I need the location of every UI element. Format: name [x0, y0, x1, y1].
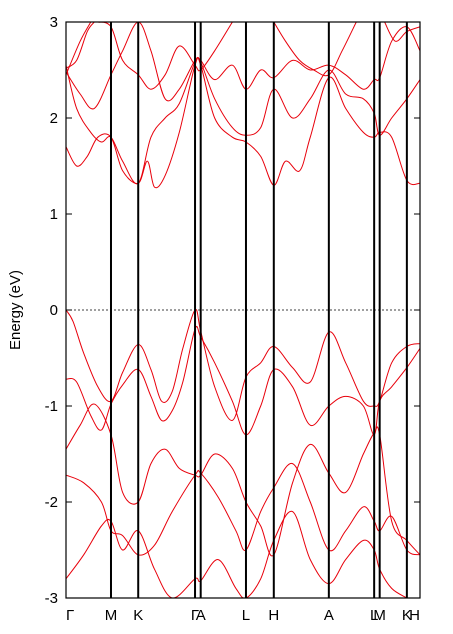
band-line-2 [66, 325, 420, 436]
x-tick-label: H [268, 607, 279, 624]
x-tick-label: H [409, 607, 420, 624]
y-tick-label: -3 [45, 590, 58, 607]
y-axis-title: Energy (eV) [7, 270, 24, 350]
y-tick-label: 1 [50, 206, 58, 223]
x-tick-label: K [133, 607, 143, 624]
band-line-12 [273, 22, 357, 77]
y-tick-label: -1 [45, 398, 58, 415]
x-tick-label: K [402, 607, 412, 624]
y-tick-label: -2 [45, 494, 58, 511]
y-axis-ticks: -3 -2 -1 0 1 2 3 [45, 14, 420, 607]
x-tick-label: L [370, 607, 378, 624]
band-line-11 [97, 22, 233, 90]
band-line-8 [66, 22, 420, 110]
band-line-5 [66, 510, 408, 598]
x-tick-label: M [105, 607, 118, 624]
band-line-7 [66, 56, 420, 185]
y-tick-label: 3 [50, 14, 58, 31]
band-line-6 [66, 57, 420, 189]
x-tick-label: Γ [66, 607, 74, 624]
kpoint-dividers [109, 22, 408, 598]
x-tick-label: A [196, 607, 206, 624]
band-line-9 [66, 22, 95, 69]
x-tick-label: L [242, 607, 250, 624]
band-line-10 [66, 22, 92, 75]
band-line-13 [384, 22, 420, 42]
band-line-1 [66, 309, 420, 421]
band-line-3 [66, 403, 420, 557]
band-lines [66, 22, 420, 598]
x-axis-kpoint-labels: Γ M K ΓA L H A LM KH [66, 607, 420, 624]
x-tick-label: Γ [191, 607, 199, 624]
y-tick-label: 2 [50, 110, 58, 127]
x-tick-label: M [373, 607, 386, 624]
y-tick-label: 0 [50, 302, 58, 319]
x-tick-label: A [324, 607, 334, 624]
